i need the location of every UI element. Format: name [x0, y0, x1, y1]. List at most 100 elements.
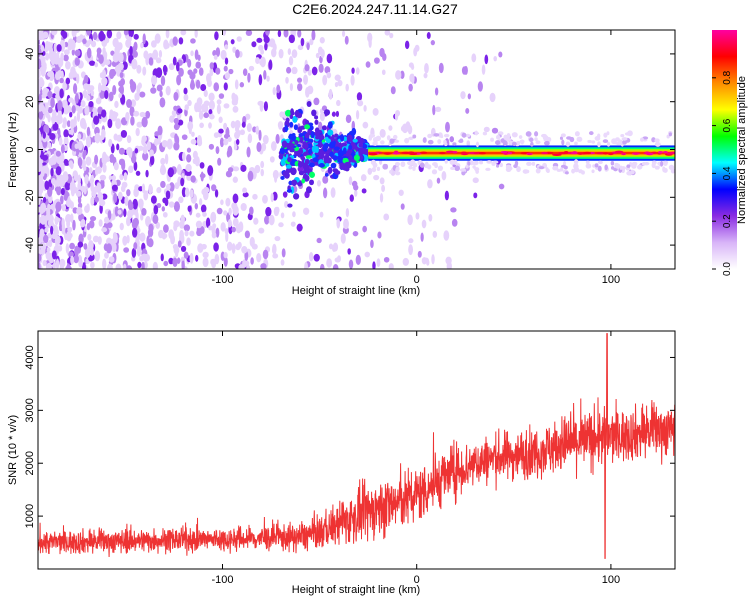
spectrogram-noise-cell: [173, 220, 180, 228]
spectrogram-noise-cell: [252, 193, 258, 200]
spectrogram-noise-cell: [300, 37, 305, 47]
spectrogram-noise-cell: [383, 256, 390, 263]
spectrogram-signal-cell: [287, 156, 292, 163]
spectrogram-noise-cell: [82, 150, 86, 160]
spectrogram-halo-cell: [427, 139, 434, 145]
spectrogram-carrier-peak: [577, 152, 584, 155]
spectrogram-noise-cell: [450, 207, 457, 213]
spectrogram-signal-cell: [286, 189, 293, 193]
spectrogram-noise-cell: [245, 30, 253, 37]
spectrogram-noise-cell: [62, 81, 67, 91]
spectrogram-noise-cell: [198, 198, 203, 206]
spectrogram-noise-cell: [120, 129, 128, 138]
spectrogram-carrier-peak: [607, 152, 614, 156]
spectrogram-noise-cell: [76, 111, 81, 122]
spectrogram-marks: [38, 30, 675, 269]
spectrogram-noise-cell: [253, 217, 259, 225]
spectrogram-noise-cell: [377, 231, 382, 239]
spectrogram-noise-cell: [337, 255, 341, 262]
spectrogram-noise-cell: [167, 167, 174, 178]
spectrogram-noise-cell: [430, 40, 436, 46]
spectrogram-halo-cell: [534, 137, 538, 142]
spectrogram-noise-cell: [154, 131, 160, 137]
spectrogram-noise-cell: [203, 100, 210, 107]
spectrogram-noise-cell: [141, 261, 145, 269]
spectrogram-halo-cell: [529, 137, 534, 142]
spectrogram-noise-cell: [161, 206, 166, 212]
spectrogram-halo-cell: [538, 166, 545, 170]
spectrogram-noise-cell: [65, 60, 71, 70]
spectrogram-halo-cell: [594, 163, 599, 168]
spectrogram-halo-cell: [535, 168, 541, 174]
spectrogram-signal-cell: [296, 112, 303, 119]
spectrogram-noise-cell: [77, 140, 83, 151]
spectrogram-signal-cell: [323, 109, 331, 116]
spectrogram-noise-cell: [112, 232, 117, 239]
spectrogram-noise-cell: [304, 64, 310, 72]
spectrogram-noise-cell: [89, 85, 95, 92]
spectrogram-noise-cell: [186, 174, 192, 181]
spectrogram-noise-cell: [190, 79, 195, 89]
spectrogram-signal-cell: [351, 127, 357, 136]
spectrogram-noise-cell: [50, 115, 57, 123]
spectrogram-noise-cell: [38, 70, 41, 79]
spectrogram-signal-cell: [321, 125, 327, 131]
spectrogram-noise-cell: [84, 174, 89, 185]
spectrogram-noise-cell: [413, 47, 418, 57]
spectrogram-noise-cell: [45, 262, 52, 269]
spectrogram-halo-cell: [626, 170, 633, 176]
spectrogram-x-label: Height of straight line (km): [292, 285, 420, 297]
spectrogram-noise-cell: [113, 133, 118, 141]
spectrogram-halo-cell: [626, 164, 631, 168]
spectrogram-halo-cell: [400, 161, 406, 168]
spectrogram-noise-cell: [187, 205, 192, 212]
spectrogram-signal-cell: [304, 132, 310, 139]
spectrogram-noise-cell: [160, 180, 166, 189]
spectrogram-noise-cell: [50, 178, 57, 185]
spectrogram-signal-cell: [322, 144, 328, 152]
spectrogram-noise-cell: [304, 261, 308, 269]
spectrogram-noise-cell: [313, 97, 320, 106]
spectrogram-signal-cell: [319, 153, 325, 159]
spectrogram-noise-cell: [432, 104, 436, 116]
spectrogram-noise-cell: [38, 58, 42, 70]
spectrogram-noise-cell: [104, 90, 109, 100]
spectrogram-noise-cell: [388, 263, 394, 269]
spectrogram-noise-cell: [183, 251, 189, 259]
spectrogram-noise-cell: [111, 242, 117, 253]
spectrogram-signal-cell: [324, 172, 329, 177]
spectrogram-noise-cell: [193, 68, 198, 74]
spectrogram-noise-cell: [376, 258, 381, 268]
spectrogram-noise-cell: [218, 116, 223, 124]
spectrogram-halo-cell: [654, 165, 660, 170]
spectrogram-noise-cell: [139, 91, 146, 98]
spectrogram-halo-cell: [497, 131, 504, 136]
spectrogram-halo-cell: [454, 165, 461, 172]
spectrogram-noise-cell: [63, 49, 70, 55]
spectrogram-noise-cell: [239, 82, 245, 88]
spectrogram-noise-cell: [434, 87, 439, 96]
spectrogram-noise-cell: [118, 93, 122, 99]
spectrogram-noise-cell: [141, 208, 147, 216]
spectrogram-noise-cell: [350, 74, 355, 86]
spectrogram-noise-cell: [177, 240, 182, 248]
spectrogram-halo-cell: [450, 166, 456, 170]
spectrogram-noise-cell: [336, 99, 341, 107]
spectrogram-noise-cell: [98, 219, 103, 227]
spectrogram-noise-cell: [236, 36, 242, 42]
spectrogram-noise-cell: [122, 263, 127, 269]
spectrogram-noise-cell: [345, 83, 349, 92]
spectrogram-noise-cell: [175, 61, 180, 72]
spectrogram-signal-cell: [285, 164, 292, 169]
spectrogram-halo-cell: [380, 140, 385, 145]
spectrogram-noise-cell: [379, 193, 384, 203]
spectrogram-noise-cell: [117, 209, 122, 215]
spectrogram-noise-cell: [137, 145, 144, 151]
spectrogram-noise-cell: [219, 137, 224, 148]
spectrogram-noise-cell: [349, 194, 354, 202]
spectrogram-noise-cell: [59, 77, 64, 84]
spectrogram-noise-cell: [118, 80, 124, 87]
spectrogram-signal-cell: [358, 142, 364, 148]
spectrogram-noise-cell: [178, 37, 184, 45]
spectrogram-noise-cell: [68, 129, 73, 135]
